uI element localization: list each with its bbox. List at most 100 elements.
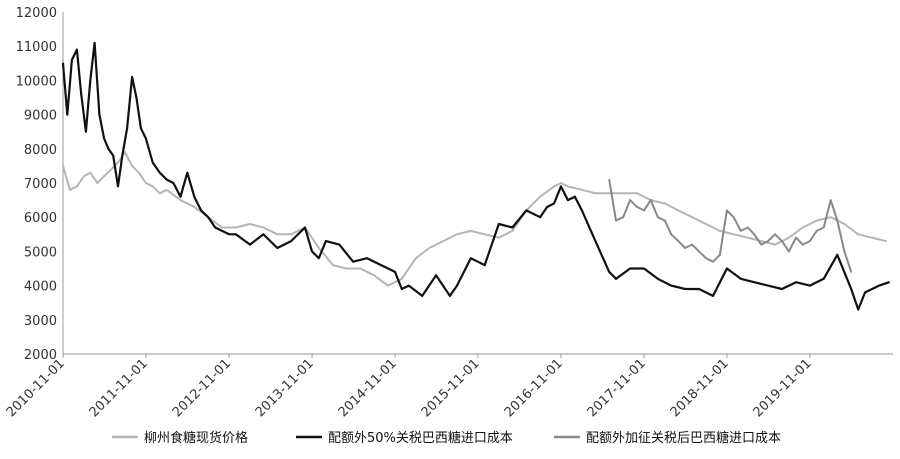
y-tick-label: 10000 [16,74,57,89]
data-point [380,264,382,266]
data-point [608,271,611,273]
data-point [643,209,645,212]
data-point [629,199,631,202]
x-tick-label: 2015-11-01 [419,356,483,420]
data-point [456,284,458,287]
data-point [843,223,846,225]
y-tick-label: 2000 [24,348,57,363]
data-point [774,243,776,246]
data-point [228,233,231,236]
data-point [317,247,320,249]
data-point [615,277,617,280]
legend-item-2: 配额外50%关税巴西糖进口成本 [296,430,513,446]
data-point [207,216,210,219]
data-point [567,199,569,202]
data-point [511,230,514,232]
x-tick-label: 2019-11-01 [751,356,815,420]
data-point [151,161,154,164]
data-point [808,284,811,287]
data-point [98,113,101,116]
data-point [400,288,403,290]
data-point [539,216,541,219]
data-point [622,216,624,219]
y-axis: 12000 11000 10000 9000 8000 7000 6000 5000 4000 3… [16,6,64,363]
data-point [705,257,707,260]
data-point [124,151,126,154]
data-point [469,257,472,260]
data-point [726,209,728,212]
data-point [615,219,617,222]
data-point [193,206,196,208]
y-tick-label: 3000 [24,314,57,329]
data-point [581,188,583,191]
data-point [186,171,189,174]
data-point [131,165,134,167]
data-point [249,243,251,246]
data-point [89,171,92,174]
data-point [151,185,154,188]
x-axis: 2010-11-01 2011-11-01 2012-11-01 2013-11-01… [4,353,893,420]
legend-label: 配额外50%关税巴西糖进口成本 [328,430,513,446]
data-point [352,260,354,263]
data-point [574,195,576,198]
data-point [746,226,749,229]
data-point [656,277,659,280]
legend-item-1: 柳州食糖现货价格 [112,430,248,446]
data-point [62,62,64,65]
data-point [594,240,597,243]
data-point [836,253,839,256]
data-point [387,284,389,287]
data-point [822,226,825,229]
data-point [829,199,832,202]
x-tick-label: 2012-11-01 [170,356,234,420]
data-point [712,260,714,263]
y-tick-label: 12000 [16,6,57,21]
data-point [698,288,700,290]
data-point [726,267,728,270]
series-line-3 [608,179,853,273]
data-point [649,199,652,202]
data-point [311,250,313,253]
data-point [442,240,444,243]
data-point [643,267,645,270]
data-point [781,288,783,290]
data-point [121,154,124,157]
x-tick-label: 2016-11-01 [502,356,566,420]
data-point [691,243,693,246]
data-point [857,308,860,311]
data-point [871,236,873,239]
data-point [684,288,686,290]
data-point [719,253,721,256]
data-point [753,281,756,284]
data-point [767,240,769,243]
x-tick-label: 2010-11-01 [4,356,68,420]
data-point [103,175,105,178]
data-point [68,188,71,191]
series-layer [61,41,890,311]
data-point [421,295,424,297]
data-point [636,206,638,208]
y-tick-label: 7000 [24,177,57,192]
data-point [560,185,562,188]
data-point [822,277,825,280]
data-point [781,240,783,243]
data-point [89,79,92,82]
data-point [435,274,437,277]
data-point [179,195,182,198]
data-point [221,230,223,232]
data-point [788,236,790,239]
data-point [760,243,763,246]
data-point [112,154,115,157]
data-point [145,182,147,184]
data-point [801,226,804,229]
data-point [698,250,700,253]
data-point [131,76,134,78]
data-point [76,185,78,188]
data-point [767,284,769,287]
data-point [276,233,279,236]
data-point [739,277,742,280]
data-point [62,165,64,167]
legend-label: 柳州食糖现货价格 [144,430,248,446]
data-point [85,130,87,133]
data-point [677,240,680,243]
